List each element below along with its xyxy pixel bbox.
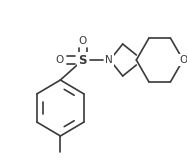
Text: O: O	[55, 55, 64, 65]
Text: S: S	[79, 53, 87, 66]
Text: O: O	[79, 36, 87, 46]
Text: N: N	[105, 55, 113, 65]
Text: O: O	[179, 55, 187, 65]
